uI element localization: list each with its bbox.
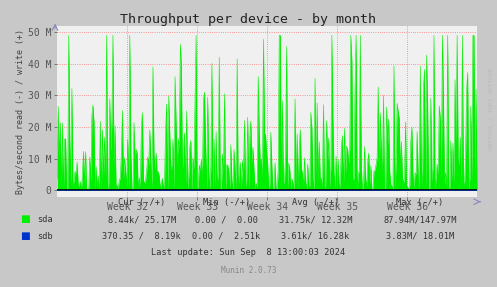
Text: ■: ■ [20, 231, 30, 241]
Text: 0.00 /  2.51k: 0.00 / 2.51k [192, 232, 260, 241]
Text: Munin 2.0.73: Munin 2.0.73 [221, 266, 276, 275]
Text: ■: ■ [20, 214, 30, 224]
Text: Max (-/+): Max (-/+) [396, 198, 444, 207]
Text: 31.75k/ 12.32M: 31.75k/ 12.32M [279, 216, 352, 224]
Text: 3.61k/ 16.28k: 3.61k/ 16.28k [281, 232, 350, 241]
Text: Last update: Sun Sep  8 13:00:03 2024: Last update: Sun Sep 8 13:00:03 2024 [152, 249, 345, 257]
Text: 3.83M/ 18.01M: 3.83M/ 18.01M [386, 232, 454, 241]
Text: sdb: sdb [37, 232, 53, 241]
Text: RRDTOOL / TOBI OETIKER: RRDTOOL / TOBI OETIKER [488, 68, 493, 150]
Text: Cur (-/+): Cur (-/+) [118, 198, 166, 207]
Text: Throughput per device - by month: Throughput per device - by month [120, 13, 377, 26]
Text: Avg (-/+): Avg (-/+) [292, 198, 339, 207]
Y-axis label: Bytes/second read (-) / write (+): Bytes/second read (-) / write (+) [16, 29, 25, 194]
Text: 0.00 /  0.00: 0.00 / 0.00 [195, 216, 257, 224]
Text: Min (-/+): Min (-/+) [202, 198, 250, 207]
Text: sda: sda [37, 216, 53, 224]
Text: 87.94M/147.97M: 87.94M/147.97M [383, 216, 457, 224]
Text: 370.35 /  8.19k: 370.35 / 8.19k [102, 232, 181, 241]
Text: 8.44k/ 25.17M: 8.44k/ 25.17M [107, 216, 176, 224]
